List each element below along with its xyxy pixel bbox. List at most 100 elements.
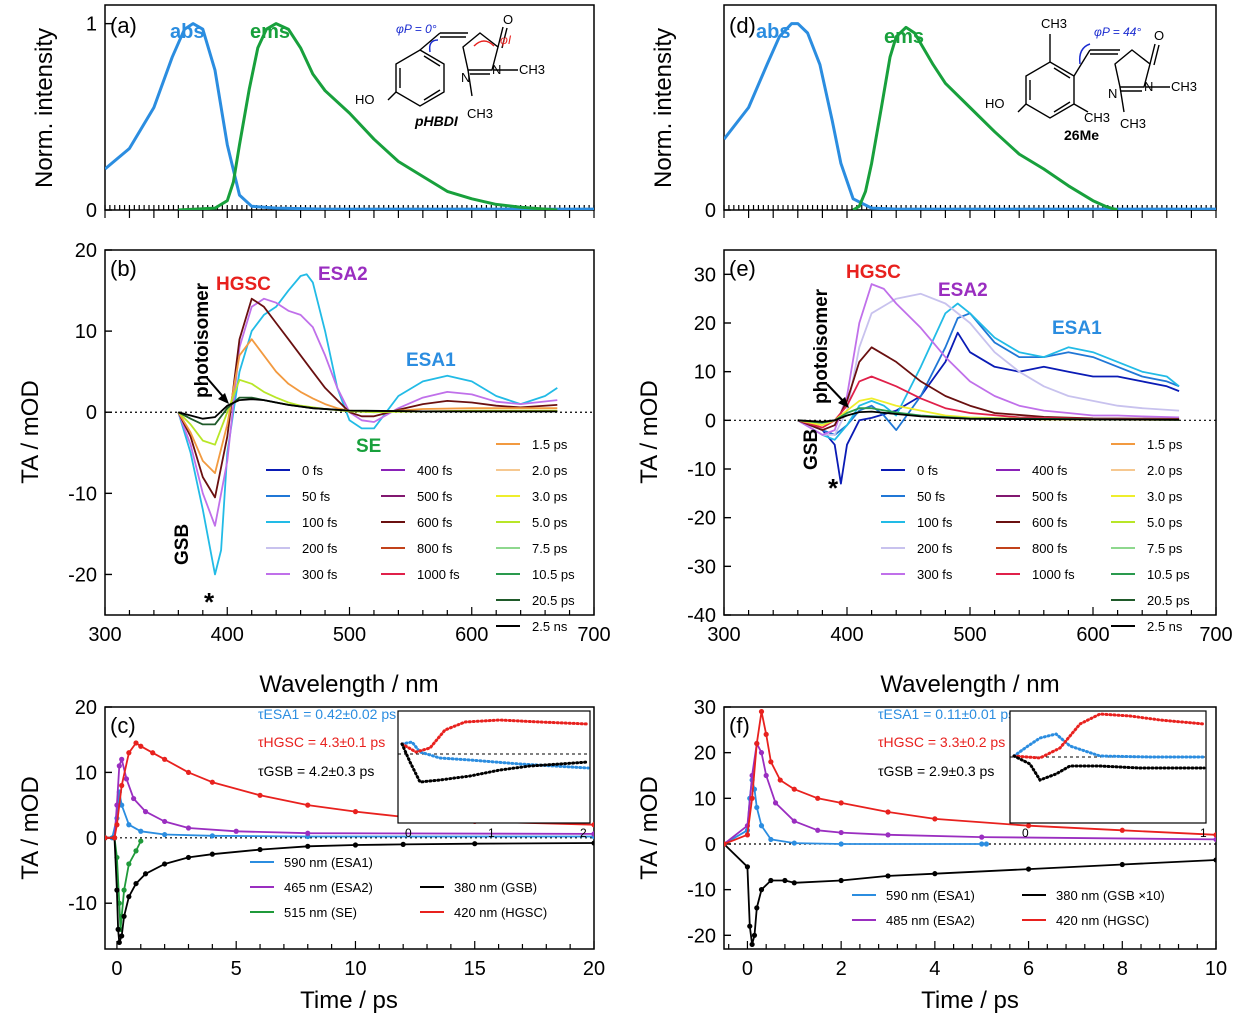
series-d-abs (724, 22, 1216, 210)
xtick-label-c: 10 (344, 958, 366, 980)
point-c (162, 756, 168, 762)
curves-a (105, 22, 594, 210)
26me-phi-arrow-icon (1078, 43, 1091, 65)
point-f (791, 840, 797, 846)
26me-ch3-c: CH3 (1120, 116, 1146, 131)
abs-label-d: abs (756, 21, 790, 43)
point-f (1025, 823, 1032, 829)
point-c (115, 926, 121, 932)
point-c (591, 831, 594, 837)
e-photoisomer-label: photoisomer (811, 288, 832, 404)
ytick-label-b: -20 (68, 564, 97, 586)
c-tau-gsb: τGSB = 4.2±0.3 ps (258, 763, 374, 779)
legend-entry: 500 fs (1032, 489, 1068, 504)
ytick-label-f: 20 (694, 743, 716, 765)
legend-entry: 1.5 ps (1147, 437, 1183, 452)
point-c (162, 861, 168, 867)
ytick-label-e: 0 (705, 410, 716, 432)
phbdi-phi-p: φP = 0° (396, 22, 437, 36)
curves-c (105, 740, 594, 946)
ytick-label-e: 10 (694, 362, 716, 384)
legend-entry: 100 fs (917, 515, 953, 530)
f-tau-hgsc: τHGSC = 3.3±0.2 ps (878, 734, 1005, 750)
legend-entry: 100 fs (302, 515, 338, 530)
inset-c-tick-0: 0 (405, 826, 412, 840)
point-f (885, 832, 891, 838)
legend-entry: 200 fs (917, 541, 953, 556)
ytick-label-b: 0 (86, 402, 97, 424)
point-f (754, 804, 760, 811)
point-c (116, 763, 122, 769)
series-a-abs (105, 22, 594, 210)
legend-entry: 3.0 ps (532, 489, 568, 504)
ytick-label-f: -10 (687, 880, 716, 902)
series-e-2-5-ns (797, 410, 1180, 423)
point-c (119, 802, 125, 808)
point-f (791, 880, 797, 886)
xtick-label-b: 700 (577, 624, 610, 646)
xtick-label-b: 500 (333, 624, 366, 646)
point-f (751, 932, 758, 938)
point-c (114, 802, 120, 808)
curves-b (177, 273, 558, 576)
legend-entry: 20.5 ps (1147, 593, 1190, 608)
xtick-label-c: 15 (464, 958, 486, 980)
ems-label-d: ems (884, 26, 924, 48)
e-esa2-label: ESA2 (938, 280, 988, 301)
ytick-label-f: 30 (694, 697, 716, 719)
phbdi-structure (387, 26, 518, 107)
inset-c: 0 1 2 (397, 710, 591, 840)
legend-entry: 1000 fs (417, 567, 460, 582)
xtick-label-e: 500 (953, 624, 986, 646)
kinetics-legend-entry: 420 nm (HGSC) (1056, 913, 1149, 928)
legend-b: 0 fs 50 fs 100 fs 200 fs 300 fs 400 fs 500 fs 6… (266, 437, 575, 634)
ytick-label-c: 0 (86, 828, 97, 850)
point-c (119, 782, 125, 789)
curves-f (724, 708, 1216, 948)
legend-entry: 3.0 ps (1147, 489, 1183, 504)
ytick-label-c: -10 (68, 893, 97, 915)
point-c (162, 831, 168, 838)
legend-entry: 600 fs (417, 515, 453, 530)
e-star-label: * (828, 473, 839, 503)
panel-b-label: (b) (110, 256, 137, 281)
point-c (162, 818, 168, 825)
point-c (105, 835, 108, 841)
point-f (979, 841, 985, 847)
26me-ch3-top: CH3 (1041, 16, 1067, 31)
point-c (400, 841, 406, 847)
point-c (185, 825, 192, 831)
series-b-100-fs (177, 273, 558, 576)
xtick-label-f: 2 (836, 958, 847, 980)
legend-entry: 0 fs (917, 463, 938, 478)
ytick-label-b: 20 (75, 240, 97, 262)
legend-entry: 1000 fs (1032, 567, 1075, 582)
b-gsb-label: GSB (172, 524, 193, 565)
point-c (209, 851, 215, 857)
point-c (209, 833, 215, 839)
b-star-label: * (204, 587, 215, 617)
point-f (744, 864, 751, 870)
point-c (257, 846, 263, 853)
ytick-label-a: 1 (86, 14, 97, 36)
point-f (763, 731, 769, 737)
legend-entry: 7.5 ps (532, 541, 568, 556)
point-c (111, 835, 118, 841)
panel-e-label: (e) (729, 256, 756, 281)
phbdi-name: pHBDI (414, 113, 459, 129)
legend-entry: 20.5 ps (532, 593, 575, 608)
ytick-label-f: 10 (694, 788, 716, 810)
point-c (185, 854, 192, 861)
point-c (126, 750, 132, 756)
ytick-label-a: 0 (86, 200, 97, 222)
series-e-0-fs (797, 331, 1180, 485)
ytick-label-f: -20 (687, 925, 716, 947)
point-c (138, 838, 144, 844)
panel-f-frame (723, 706, 1217, 950)
point-c (142, 809, 149, 815)
point-c (123, 776, 130, 782)
kinetics-legend-entry: 380 nm (GSB ×10) (1056, 888, 1165, 903)
point-c (150, 750, 156, 756)
legend-entry: 2.5 ns (1147, 619, 1183, 634)
